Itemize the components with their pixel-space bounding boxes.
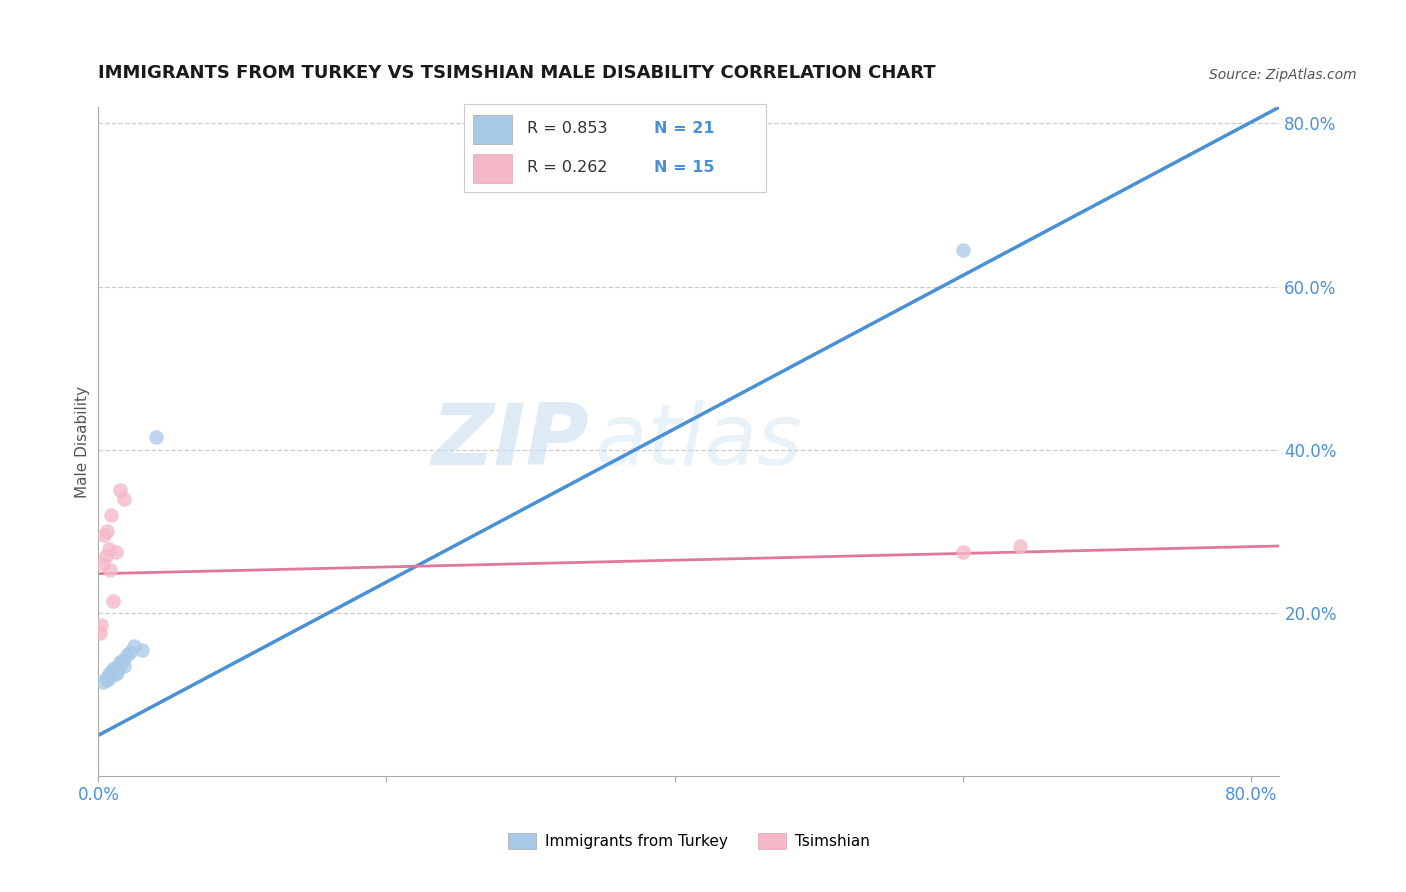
Point [108,655,131,669]
Bar [472,154,512,183]
Text: R = 0.262: R = 0.262 [527,161,607,175]
Point [93,528,115,542]
Point [96,524,118,539]
Point [90,618,112,632]
Point [89,626,111,640]
Point [120,645,142,659]
Text: N = 21: N = 21 [654,121,714,136]
Legend: Immigrants from Turkey, Tsimshian: Immigrants from Turkey, Tsimshian [502,827,876,855]
Text: R = 0.853: R = 0.853 [527,121,607,136]
Point [1010,539,1032,553]
Point [110,657,132,671]
Point [112,491,135,506]
Point [952,544,974,558]
Point [100,508,122,522]
Point [124,639,146,653]
Point [104,544,127,558]
Point [91,557,114,571]
Point [103,661,125,675]
Point [101,593,124,607]
Point [111,653,134,667]
Point [98,564,121,578]
Point [952,243,974,257]
Text: ZIP: ZIP [430,400,589,483]
Bar [472,115,512,144]
Point [100,665,122,679]
Text: Source: ZipAtlas.com: Source: ZipAtlas.com [1209,68,1357,82]
Point [96,673,118,687]
Point [97,667,120,681]
Point [94,671,117,685]
Point [97,542,120,557]
Text: N = 15: N = 15 [654,161,714,175]
Point [131,642,153,657]
Point [145,430,167,444]
Point [112,659,135,673]
Text: atlas: atlas [595,400,803,483]
Text: IMMIGRANTS FROM TURKEY VS TSIMSHIAN MALE DISABILITY CORRELATION CHART: IMMIGRANTS FROM TURKEY VS TSIMSHIAN MALE… [98,64,936,82]
Point [108,483,131,498]
Point [94,549,117,563]
Y-axis label: Male Disability: Male Disability [75,385,90,498]
Point [101,663,124,677]
Point [98,669,121,683]
Point [91,675,114,690]
Point [115,648,138,663]
Point [104,667,127,681]
Point [107,659,129,673]
Point [105,665,128,679]
